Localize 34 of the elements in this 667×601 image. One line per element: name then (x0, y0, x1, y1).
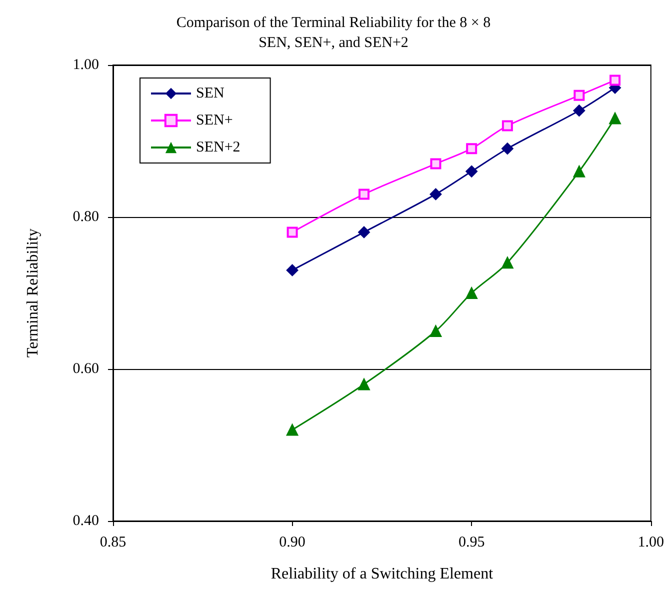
point (286, 226, 298, 238)
point (501, 142, 514, 155)
point (609, 112, 622, 124)
point (610, 74, 621, 86)
legend-label: SEN (196, 86, 225, 102)
y-tick-label: 1.00 (72, 57, 99, 73)
point (286, 424, 298, 436)
point (501, 256, 514, 269)
x-tick-label: 1.00 (638, 534, 664, 550)
point (430, 158, 442, 170)
point (358, 188, 370, 200)
y-tick-label: 0.60 (72, 361, 99, 377)
legend-label: SEN+2 (196, 140, 240, 156)
point (466, 165, 478, 178)
point (466, 287, 478, 299)
point (573, 165, 586, 178)
y-axis-title: Terminal Reliability (24, 228, 42, 358)
point (430, 325, 442, 337)
point (358, 378, 370, 390)
point (502, 120, 513, 132)
y-tick-label: 0.40 (72, 513, 99, 529)
point (574, 90, 585, 101)
x-tick-label: 0.85 (100, 534, 126, 550)
point (286, 264, 298, 276)
point (466, 143, 478, 154)
chart-title: Comparison of the Terminal Reliability for the 8 × 8 SEN, SEN+, and SEN+2 (176, 15, 491, 51)
x-axis-title: Reliability of a Switching Element (270, 566, 494, 582)
y-tick-label: 0.80 (72, 209, 99, 225)
point (430, 188, 442, 200)
point (573, 104, 586, 117)
x-tick-label: 0.90 (279, 534, 306, 550)
x-tick-label: 0.95 (458, 534, 485, 550)
point (358, 226, 370, 238)
legend-label: SEN+ (196, 112, 233, 128)
